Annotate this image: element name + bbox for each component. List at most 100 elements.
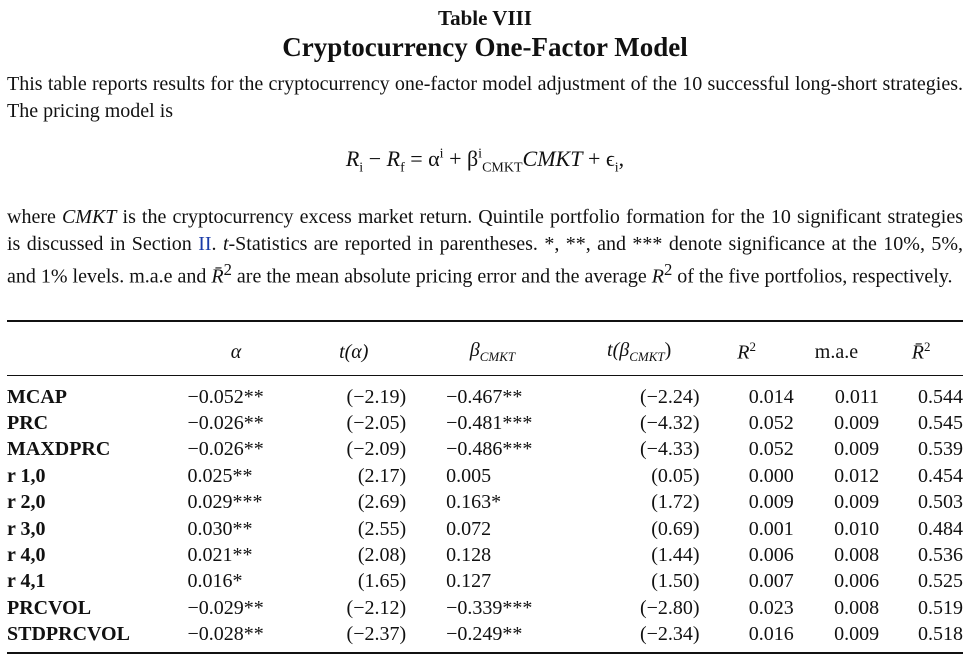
r2-cell: 0.001	[748, 517, 794, 540]
r2-cell: 0.014	[748, 385, 794, 408]
table-row: r 1,0 0.025** (2.17) 0.005 (0.05) 0.000 0.012 0…	[7, 463, 963, 489]
t-beta-cell: (−2.80)	[639, 596, 700, 619]
table-top-rule	[7, 320, 963, 322]
table-row: r 2,0 0.029*** (2.69) 0.163* (1.72) 0.009 0.00…	[7, 490, 963, 516]
strategy-name: MAXDPRC	[7, 438, 111, 461]
mae-cell: 0.008	[834, 544, 880, 567]
t-beta-cell: (1.44)	[651, 544, 700, 567]
t-beta-cell: (1.50)	[651, 570, 700, 593]
alpha-cell: −0.026**	[187, 438, 264, 461]
r2-cell: 0.052	[748, 438, 794, 461]
section-link[interactable]: II	[198, 232, 212, 255]
t-beta-cell: (−4.32)	[639, 412, 700, 435]
r2-cell: 0.016	[748, 623, 794, 646]
t-alpha-cell: (2.08)	[357, 544, 407, 567]
table-row: r 4,0 0.021** (2.08) 0.128 (1.44) 0.006 0.008 0…	[7, 542, 963, 568]
r2-cell: 0.006	[748, 544, 794, 567]
t-beta-cell: (−2.24)	[639, 385, 700, 408]
header-rbar2: R̄2	[911, 339, 931, 364]
description-paragraph: where CMKT is the cryptocurrency excess …	[7, 206, 964, 288]
beta-cell: 0.128	[446, 544, 492, 567]
table-row: r 4,1 0.016* (1.65) 0.127 (1.50) 0.007 0.006 0.…	[7, 569, 963, 595]
mae-cell: 0.012	[834, 464, 880, 487]
rbar2-cell: 0.539	[918, 438, 963, 461]
strategy-name: r 4,1	[7, 570, 46, 593]
beta-cell: 0.072	[446, 517, 492, 540]
mae-cell: 0.009	[834, 491, 880, 514]
t-beta-cell: (0.69)	[651, 517, 700, 540]
beta-cell: −0.481***	[446, 412, 533, 435]
alpha-cell: 0.021**	[187, 544, 253, 567]
t-beta-cell: (−2.34)	[639, 623, 700, 646]
alpha-cell: −0.028**	[187, 623, 264, 646]
mae-cell: 0.009	[834, 412, 880, 435]
r2-cell: 0.023	[748, 596, 794, 619]
t-beta-cell: (−4.33)	[639, 438, 700, 461]
rbar2-cell: 0.454	[918, 464, 963, 487]
beta-cell: −0.249**	[446, 623, 523, 646]
t-alpha-cell: (2.69)	[357, 491, 407, 514]
r2-cell: 0.007	[748, 570, 794, 593]
alpha-cell: −0.052**	[187, 385, 264, 408]
table-row: r 3,0 0.030** (2.55) 0.072 (0.69) 0.001 0.010 0…	[7, 516, 963, 542]
rbar2-cell: 0.536	[918, 544, 963, 567]
alpha-cell: 0.030**	[187, 517, 253, 540]
strategy-name: r 3,0	[7, 517, 46, 540]
table-row: PRC −0.026** (−2.05) −0.481*** (−4.32) 0.052 0…	[7, 410, 963, 436]
mae-cell: 0.008	[834, 596, 880, 619]
intro-paragraph: This table reports results for the crypt…	[7, 73, 963, 122]
strategy-name: MCAP	[7, 385, 67, 408]
t-beta-cell: (0.05)	[651, 464, 700, 487]
r2-cell: 0.052	[748, 412, 794, 435]
strategy-name: r 1,0	[7, 464, 46, 487]
header-r2: R2	[737, 339, 756, 364]
beta-cell: 0.005	[446, 464, 492, 487]
r2-cell: 0.000	[748, 464, 794, 487]
strategy-name: r 4,0	[7, 544, 46, 567]
rbar2-cell: 0.519	[918, 596, 963, 619]
r2-cell: 0.009	[748, 491, 794, 514]
t-alpha-cell: (−2.12)	[346, 596, 407, 619]
mae-cell: 0.009	[834, 623, 880, 646]
t-alpha-cell: (2.17)	[357, 464, 407, 487]
t-alpha-cell: (−2.19)	[346, 385, 407, 408]
strategy-name: STDPRCVOL	[7, 623, 130, 646]
table-row: MCAP −0.052** (−2.19) −0.467** (−2.24) 0.014 0…	[7, 374, 963, 410]
table-row: STDPRCVOL −0.028** (−2.37) −0.249** (−2.34) 0…	[7, 622, 963, 648]
mae-cell: 0.010	[834, 517, 880, 540]
table-number: Table VIII	[438, 6, 532, 30]
rbar2-cell: 0.518	[918, 623, 963, 646]
beta-cell: 0.163*	[446, 491, 502, 514]
header-beta: βCMKT	[469, 339, 516, 364]
beta-cell: 0.127	[446, 570, 492, 593]
alpha-cell: 0.025**	[187, 464, 253, 487]
header-t-beta: t(βCMKT)	[607, 339, 672, 364]
rbar2-cell: 0.525	[918, 570, 963, 593]
alpha-cell: −0.026**	[187, 412, 264, 435]
rbar2-cell: 0.503	[918, 491, 963, 514]
rbar2-cell: 0.544	[918, 385, 963, 408]
mae-cell: 0.009	[834, 438, 880, 461]
pricing-equation: Ri − Rf = αi + βiCMKTCMKT + ϵi,	[345, 146, 625, 176]
mae-cell: 0.011	[834, 385, 880, 408]
t-alpha-cell: (2.55)	[357, 517, 407, 540]
alpha-cell: 0.029***	[187, 491, 263, 514]
header-strategy	[7, 330, 170, 374]
strategy-name: PRCVOL	[7, 596, 92, 619]
rbar2-cell: 0.545	[918, 412, 963, 435]
strategy-name: r 2,0	[7, 491, 46, 514]
beta-cell: −0.486***	[446, 438, 533, 461]
t-beta-cell: (1.72)	[651, 491, 700, 514]
strategy-name: PRC	[7, 412, 49, 435]
table-row: PRCVOL −0.029** (−2.12) −0.339*** (−2.80) 0.0…	[7, 595, 963, 621]
table-header-rule	[7, 375, 963, 376]
table-title: Cryptocurrency One-Factor Model	[282, 32, 688, 62]
t-alpha-cell: (1.65)	[357, 570, 407, 593]
beta-cell: −0.467**	[446, 385, 523, 408]
table-header-row: α t(α) βCMKT t(βCMKT) R2 m.a.e R̄2	[7, 330, 963, 374]
alpha-cell: −0.029**	[187, 596, 264, 619]
t-alpha-cell: (−2.37)	[346, 623, 407, 646]
beta-cell: −0.339***	[446, 596, 533, 619]
table-bottom-rule	[7, 652, 963, 654]
